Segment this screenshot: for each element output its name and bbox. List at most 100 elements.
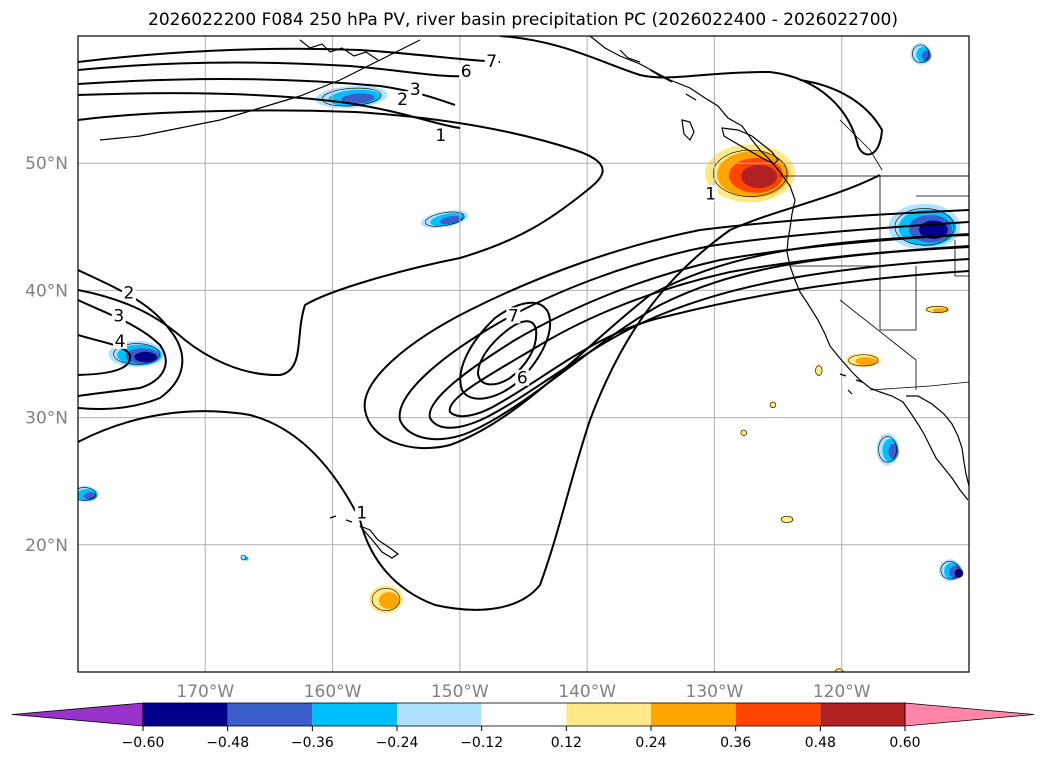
contour-label: 1 — [435, 126, 446, 146]
contour-label: 6 — [461, 62, 472, 82]
precip-negative-anomaly — [420, 210, 469, 229]
colorbar-tick-label: −0.48 — [206, 735, 249, 751]
colorbar-tick-label: 0.48 — [805, 735, 836, 751]
precip-shade-level — [741, 164, 778, 188]
precip-positive-anomaly — [814, 364, 823, 377]
contour-label-bg — [515, 369, 530, 386]
contour-label-bg — [408, 80, 423, 97]
pv-contour-1-south — [78, 174, 881, 611]
contour-label: 6 — [517, 369, 528, 389]
pv-contour-1 — [78, 109, 604, 377]
colorbar-extend-high — [904, 702, 1035, 727]
pv-contour-3 — [78, 78, 456, 106]
contour-label-bg — [484, 52, 499, 69]
pv-contour-7 — [78, 47, 501, 63]
lon-tick-label: 130°W — [686, 682, 744, 702]
precip-negative-anomaly — [938, 559, 964, 582]
colorbar-tick-label: −0.12 — [460, 735, 503, 751]
precip-outline — [113, 343, 160, 365]
precip-negative-anomaly — [78, 485, 99, 502]
coastline-channel-islands — [839, 373, 863, 395]
precip-outline — [878, 436, 897, 463]
precip-positive-anomaly — [845, 353, 882, 368]
contour-label: 1 — [705, 184, 716, 204]
contour-label-bg — [703, 185, 718, 202]
lon-tick-label: 150°W — [431, 682, 489, 702]
contour-label: 3 — [410, 80, 421, 100]
precip-shade-level — [888, 443, 899, 459]
lat-tick-label: 40°N — [25, 281, 68, 301]
precip-outline — [371, 587, 401, 611]
colorbar-tick-label: −0.60 — [122, 735, 165, 751]
contour-label: 4 — [115, 332, 126, 352]
coastline-haida-gwaii — [681, 119, 695, 142]
lat-tick-label: 50°N — [25, 154, 68, 174]
precip-outline — [848, 354, 879, 367]
precip-shade-level — [83, 492, 97, 500]
colorbar-extend-low — [11, 702, 144, 727]
coastlines — [99, 36, 969, 559]
pv-contour-2 — [78, 92, 461, 129]
precip-outline — [78, 487, 97, 501]
precip-shade-level — [378, 592, 400, 609]
precip-outline — [815, 365, 823, 376]
precip-outline — [926, 305, 949, 313]
contour-label-bg — [395, 91, 410, 108]
colorbar-segment — [397, 703, 482, 726]
colorbar: −0.60 −0.48 −0.36 −0.24 −0.12 0.12 0.24 0.36 0.4… — [11, 702, 1035, 751]
precip-outline — [769, 401, 777, 408]
colorbar-segment — [227, 703, 313, 726]
contour-label-bg — [354, 504, 369, 521]
precip-shade-level — [855, 357, 878, 366]
colorbar-segment — [820, 703, 905, 726]
precip-shade-level — [134, 351, 157, 363]
pv-trough-inner-2 — [476, 320, 538, 386]
precip-shade-level — [341, 93, 375, 104]
coastline-vancouver-island — [721, 127, 779, 165]
axis-tick-labels: 50°N 40°N 30°N 20°N 170°W 160°W 150°W 140°W 130°… — [25, 154, 871, 702]
colorbar-segment — [481, 703, 567, 726]
precip-outline — [940, 561, 960, 580]
pv-contour-1-north — [499, 36, 884, 156]
contour-label-bg — [459, 63, 474, 80]
contour-label: 2 — [124, 283, 135, 303]
precip-positive-anomaly — [740, 429, 748, 437]
precip-negative-anomaly — [876, 433, 899, 466]
colorbar-tick-label: 0.36 — [720, 735, 751, 751]
precip-positive-anomaly — [369, 585, 404, 614]
contour-label-bg — [506, 307, 521, 324]
contour-label: 3 — [113, 306, 124, 326]
precip-outline — [240, 554, 247, 561]
lon-tick-label: 120°W — [813, 682, 871, 702]
lat-tick-label: 20°N — [25, 536, 68, 556]
precip-outline — [780, 515, 794, 523]
precip-shade-level — [814, 364, 823, 377]
contour-label-bg — [111, 307, 126, 324]
lon-tick-label: 160°W — [304, 682, 362, 702]
pv-trough-mid-1 — [428, 233, 969, 429]
coastline-northwest-islands — [619, 49, 697, 101]
colorbar-segment — [143, 703, 228, 726]
pv-trough-outer-1 — [363, 209, 969, 450]
precipitation-shading — [78, 42, 964, 672]
pv-trough-mid-2 — [448, 245, 969, 418]
precip-outline — [740, 429, 747, 436]
pv-contours — [78, 36, 969, 611]
colorbar-segment — [651, 703, 736, 726]
precip-positive-anomaly — [924, 305, 951, 314]
lon-tick-label: 170°W — [176, 682, 234, 702]
precip-outline — [424, 211, 465, 227]
colorbar-tick-label: 0.24 — [635, 735, 666, 751]
colorbar-segment — [566, 703, 651, 726]
contour-label-bg — [433, 126, 448, 143]
precip-shade-level — [954, 568, 964, 578]
precip-outline — [712, 149, 788, 197]
pv-contour-4-west — [78, 334, 132, 376]
colorbar-frame — [142, 702, 906, 727]
precip-negative-anomaly — [240, 554, 249, 561]
chart-title: 2026022200 F084 250 hPa PV, river basin … — [148, 10, 898, 30]
contour-label: 1 — [356, 504, 367, 524]
coastline-gulf-of-california — [906, 395, 969, 487]
